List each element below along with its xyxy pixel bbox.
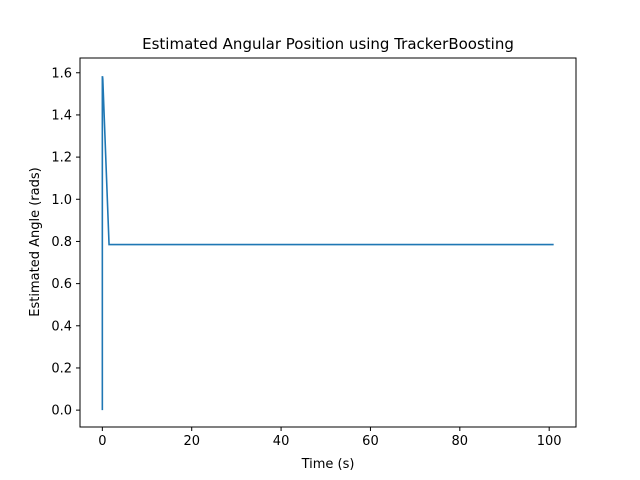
x-tick-label: 100	[537, 434, 562, 449]
x-tick-label: 20	[183, 434, 200, 449]
y-tick-label: 1.0	[51, 193, 72, 208]
axes-frame	[79, 57, 577, 428]
x-axis-label: Time (s)	[301, 457, 355, 472]
x-axis-ticks: 0 20 40 60 80 100	[98, 427, 562, 449]
y-tick-label: 1.2	[51, 151, 72, 166]
y-tick-label: 0.8	[51, 235, 72, 250]
y-axis-ticks: 0.0 0.2 0.4 0.6 0.8 1.0 1.2 1.4 1.6	[51, 66, 80, 419]
plot-area	[101, 76, 554, 411]
x-tick-label: 60	[362, 434, 379, 449]
y-tick-label: 0.4	[51, 319, 72, 334]
y-tick-label: 0.0	[51, 404, 72, 419]
chart-title: Estimated Angular Position using Tracker…	[142, 35, 514, 53]
series-line-0	[101, 76, 554, 411]
y-tick-label: 0.6	[51, 277, 72, 292]
x-tick-label: 80	[452, 434, 469, 449]
y-tick-label: 1.4	[51, 108, 72, 123]
x-tick-label: 0	[98, 434, 106, 449]
y-axis-label: Estimated Angle (rads)	[28, 167, 43, 316]
y-tick-label: 0.2	[51, 361, 72, 376]
y-tick-label: 1.6	[51, 66, 72, 81]
x-tick-label: 40	[273, 434, 290, 449]
